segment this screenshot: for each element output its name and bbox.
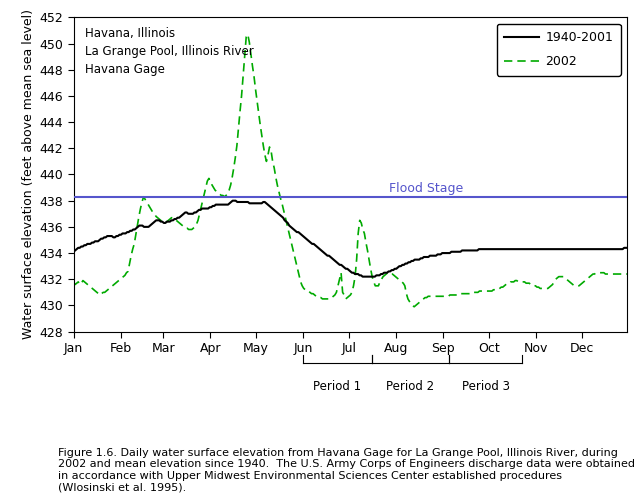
Text: Period 1: Period 1 (314, 380, 362, 394)
Text: Period 2: Period 2 (387, 380, 435, 394)
Text: Figure 1.6. Daily water surface elevation from Havana Gage for La Grange Pool, I: Figure 1.6. Daily water surface elevatio… (58, 447, 635, 493)
Y-axis label: Water surface elevation (feet above mean sea level): Water surface elevation (feet above mean… (22, 9, 35, 340)
Text: Havana, Illinois
La Grange Pool, Illinois River
Havana Gage: Havana, Illinois La Grange Pool, Illinoi… (84, 27, 253, 76)
Text: Period 3: Period 3 (461, 380, 509, 394)
Legend: 1940-2001, 2002: 1940-2001, 2002 (497, 24, 621, 76)
Text: Flood Stage: Flood Stage (389, 182, 463, 195)
